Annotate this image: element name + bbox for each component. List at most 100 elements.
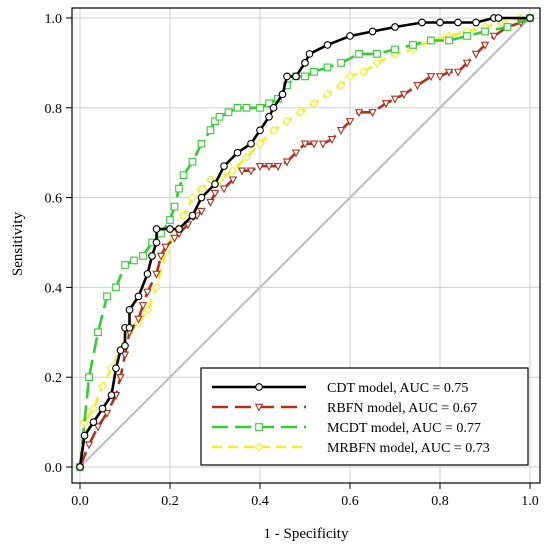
- data-point: [358, 67, 369, 77]
- data-point: [309, 140, 319, 149]
- data-point: [120, 351, 130, 360]
- data-point: [390, 95, 400, 104]
- data-point: [268, 125, 279, 135]
- diagonal-line: [79, 17, 531, 468]
- data-point: [242, 103, 251, 112]
- data-point: [211, 180, 219, 188]
- axis-ticks: 0.0 0.2 0.4 0.6 0.8 1.0 0.0 0.2 0.4 0.6 0.8 1.0: [45, 12, 539, 509]
- data-point: [409, 41, 417, 49]
- series-layer: [75, 13, 535, 472]
- data-point: [413, 82, 422, 91]
- legend-label: MCDT model, AUC = 0.77: [327, 421, 481, 436]
- data-point: [215, 112, 224, 121]
- data-point: [211, 117, 219, 126]
- data-point: [255, 139, 265, 149]
- data-point: [323, 41, 332, 49]
- data-point: [264, 162, 274, 171]
- data-point: [151, 282, 162, 292]
- x-tick-label: 0.0: [71, 494, 89, 509]
- legend-entry: RBFN model, AUC = 0.67: [212, 401, 477, 416]
- data-point: [197, 207, 206, 216]
- legend-marker: [255, 383, 263, 391]
- data-point: [143, 288, 152, 297]
- data-point: [265, 99, 273, 108]
- legend-label: MRBFN model, AUC = 0.73: [327, 441, 490, 456]
- legend-marker: [255, 423, 263, 431]
- data-point: [210, 189, 220, 198]
- data-point: [152, 238, 161, 247]
- data-point: [453, 68, 463, 77]
- data-point: [301, 72, 309, 81]
- series-1: [76, 14, 534, 471]
- data-point: [305, 50, 314, 58]
- data-point: [206, 198, 215, 207]
- y-tick-label: 0.6: [45, 192, 63, 207]
- data-point: [121, 341, 129, 350]
- data-point: [93, 423, 103, 432]
- data-point: [237, 167, 247, 176]
- data-point: [323, 63, 332, 72]
- legend-label: CDT model, AUC = 0.75: [327, 381, 468, 396]
- data-point: [436, 18, 444, 27]
- legend-box: [200, 367, 529, 466]
- legend-entry: CDT model, AUC = 0.75: [212, 381, 468, 396]
- legend-label: RBFN model, AUC = 0.67: [327, 401, 477, 416]
- data-point: [435, 73, 445, 82]
- data-point: [336, 127, 346, 136]
- data-point: [391, 23, 399, 31]
- data-point: [373, 50, 381, 58]
- x-tick-label: 0.4: [251, 494, 269, 509]
- data-point: [526, 14, 534, 22]
- data-point: [134, 292, 143, 301]
- data-point: [300, 140, 310, 149]
- y-tick-label: 1.0: [45, 12, 63, 27]
- legend-entry: MCDT model, AUC = 0.77: [212, 421, 481, 436]
- data-point: [480, 41, 490, 50]
- data-point: [224, 108, 233, 117]
- data-point: [269, 103, 278, 112]
- data-point: [138, 302, 148, 311]
- data-point: [256, 126, 264, 135]
- data-point: [337, 59, 345, 67]
- data-point: [121, 261, 129, 269]
- data-point: [97, 381, 108, 391]
- data-point: [206, 126, 215, 135]
- data-point: [196, 184, 207, 194]
- data-point: [156, 252, 166, 261]
- data-point: [152, 225, 161, 233]
- data-point: [471, 50, 481, 59]
- data-point: [103, 292, 111, 301]
- data-point: [139, 252, 147, 260]
- data-point: [102, 409, 112, 418]
- data-point: [187, 193, 198, 203]
- data-point: [170, 234, 179, 243]
- data-point: [327, 136, 337, 145]
- data-point: [273, 162, 283, 171]
- data-point: [84, 441, 94, 450]
- data-point: [391, 45, 399, 54]
- plot-frame: [71, 7, 541, 484]
- x-tick-label: 0.6: [341, 494, 359, 509]
- data-point: [462, 59, 472, 68]
- data-point: [372, 58, 382, 68]
- data-point: [220, 162, 228, 171]
- data-point: [472, 18, 480, 27]
- data-point: [241, 152, 252, 162]
- data-point: [233, 148, 242, 157]
- data-point: [282, 116, 292, 126]
- data-point: [368, 27, 377, 36]
- data-point: [125, 306, 134, 314]
- data-point: [399, 91, 409, 100]
- data-point: [322, 89, 333, 99]
- x-axis-title: 1 - Specificity: [264, 526, 349, 542]
- data-point: [454, 18, 462, 27]
- data-point: [89, 418, 98, 426]
- data-point: [98, 404, 107, 413]
- data-point: [219, 185, 229, 194]
- data-point: [80, 431, 89, 440]
- data-point: [142, 305, 153, 315]
- legend: CDT model, AUC = 0.75 RBFN model, AUC = 0…: [200, 367, 529, 466]
- data-point: [445, 36, 453, 45]
- data-point: [426, 73, 436, 82]
